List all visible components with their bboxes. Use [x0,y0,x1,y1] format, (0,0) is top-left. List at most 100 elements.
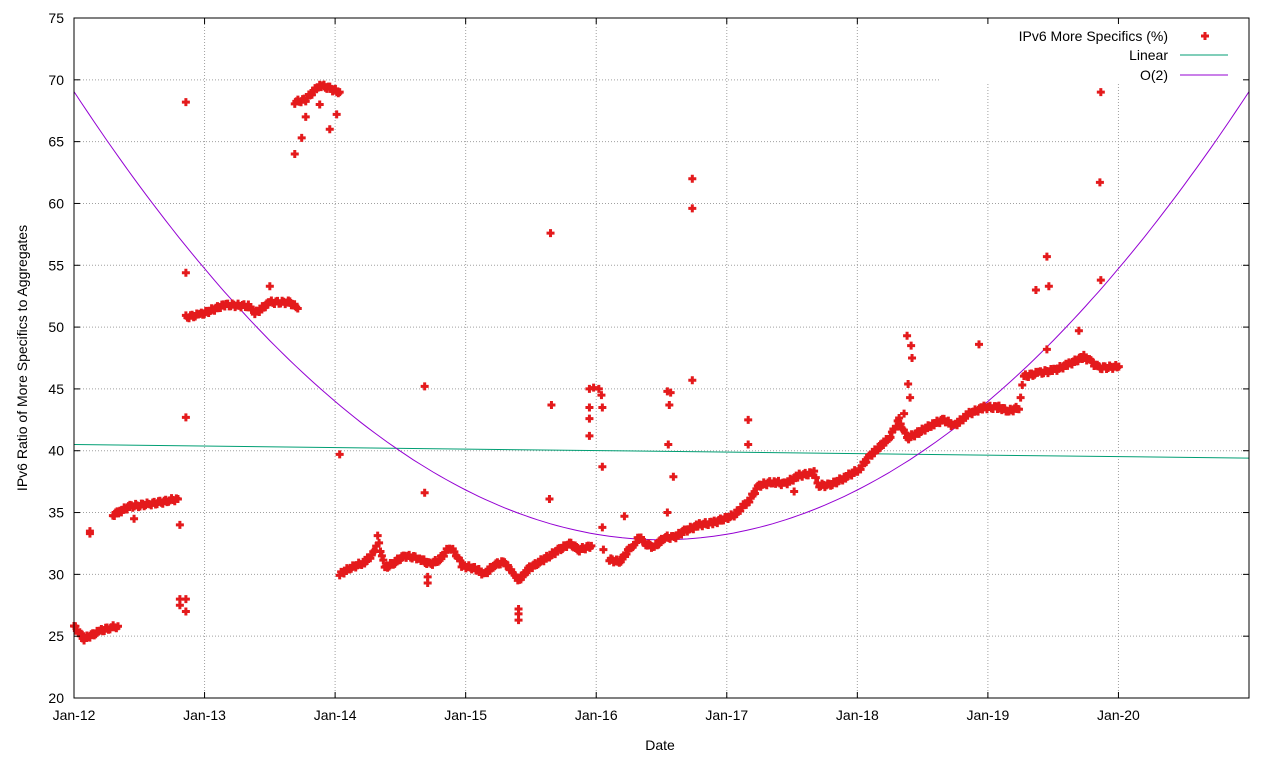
linear-fit-line [73,444,1250,459]
data-point-outlier [514,604,523,613]
y-axis-label: IPv6 Ratio of More Specifics to Aggregat… [14,225,30,491]
grid [74,18,1249,698]
data-point-outlier [1042,252,1051,261]
data-point-outlier [585,403,594,412]
data-point-outlier [420,488,429,497]
data-point [631,538,640,547]
data-point-outlier [904,379,913,388]
data-point-outlier [597,391,606,400]
y-tick-label: 75 [48,10,64,26]
x-axis-label: Date [645,737,675,753]
data-point-outlier [301,112,310,121]
y-tick-label: 35 [48,505,64,521]
legend-label-points: IPv6 More Specifics (%) [1019,28,1168,44]
data-point [293,304,302,313]
quadratic-fit-line [73,91,1250,541]
x-tick-label: Jan-16 [575,707,618,723]
data-point [1014,405,1023,414]
data-point-outlier [1044,282,1053,291]
data-point-outlier [85,527,94,536]
data-point-outlier [181,98,190,107]
data-point-outlier [688,376,697,385]
data-point-outlier [297,133,306,142]
data-point-outlier [1095,178,1104,187]
data-point-outlier [181,595,190,604]
data-point-outlier [744,440,753,449]
data-point-outlier [423,572,432,581]
data-point-outlier [1074,326,1083,335]
data-point-outlier [666,388,675,397]
data-point-outlier [547,400,556,409]
data-point-outlier [688,204,697,213]
x-tick-label: Jan-18 [836,707,879,723]
data-point-outlier [181,413,190,422]
fit-lines [73,91,1250,541]
x-tick-label: Jan-17 [705,707,748,723]
data-point-outlier [903,331,912,340]
data-point [335,88,344,97]
data-point-outlier [744,415,753,424]
data-point-outlier [594,384,603,393]
x-tick-label: Jan-20 [1097,707,1140,723]
data-point-outlier [545,494,554,503]
data-point-outlier [546,229,555,238]
data-point [173,494,182,503]
y-tick-label: 30 [48,566,64,582]
data-point [113,622,122,631]
data-point-outlier [181,607,190,616]
data-point-outlier [335,450,344,459]
data-point-outlier [688,174,697,183]
data-point [1018,381,1027,390]
data-point-outlier [664,440,673,449]
data-point-outlier [1031,286,1040,294]
data-point-outlier [1096,88,1105,97]
data-point-outlier [325,125,334,134]
y-tick-label: 50 [48,319,64,335]
plot-border [73,17,1250,699]
data-points [70,69,1123,645]
y-tick-label: 60 [48,195,64,211]
data-point-outlier [907,341,916,350]
data-point [810,467,819,476]
y-tick-label: 20 [48,690,64,706]
data-point-outlier [908,354,917,362]
legend-label-o2: O(2) [1140,67,1168,83]
data-point-outlier [290,150,299,158]
data-point-outlier [598,403,607,412]
data-point-outlier [598,462,607,471]
data-point [811,473,820,482]
data-point [1016,393,1025,402]
data-point [379,556,388,565]
x-tick-label: Jan-14 [314,707,357,723]
data-point [373,531,382,540]
x-tick-label: Jan-15 [444,707,487,723]
data-point-outlier [1042,345,1051,354]
data-point [895,413,904,422]
data-point-outlier [975,340,984,349]
legend-background [940,19,1248,83]
data-point-outlier [332,110,341,119]
data-point-outlier [665,400,674,409]
data-point [307,90,316,99]
legend: IPv6 More Specifics (%) Linear O(2) [1019,28,1228,83]
y-tick-label: 65 [48,134,64,150]
legend-point-marker [1201,32,1209,40]
x-tick-label: Jan-13 [183,707,226,723]
data-point-outlier [620,512,629,521]
data-point-outlier [585,431,594,440]
data-point-outlier [900,409,909,418]
data-point-outlier [663,508,672,517]
x-tick-label: Jan-12 [53,707,96,723]
data-point-outlier [175,520,184,529]
data-point [1114,362,1123,371]
data-point-outlier [669,472,678,481]
data-point-outlier [181,268,190,277]
data-point-outlier [906,393,915,402]
data-point [896,419,905,428]
y-tick-label: 55 [48,257,64,273]
legend-label-linear: Linear [1129,47,1168,63]
data-point-outlier [130,514,139,523]
data-point-outlier [265,282,274,291]
legend-swatch-points [1201,32,1209,40]
y-tick-label: 40 [48,443,64,459]
